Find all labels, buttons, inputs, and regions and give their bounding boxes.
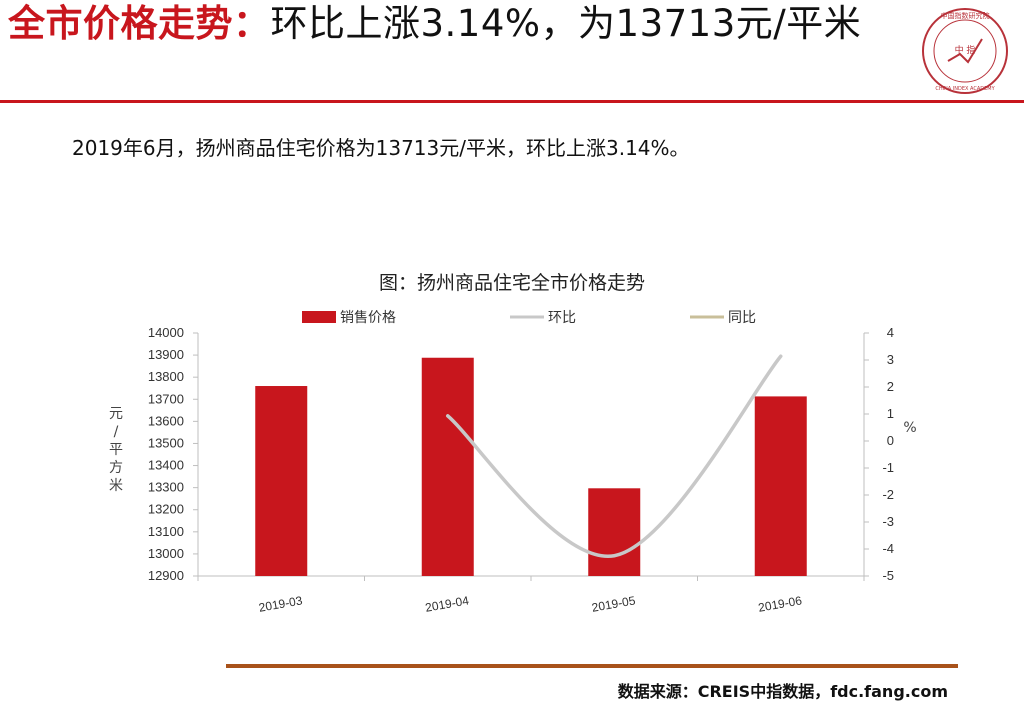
logo-bottom-text: CHINA INDEX ACADEMY	[935, 86, 995, 92]
left-tick-label: 13500	[148, 435, 184, 450]
page-title-highlight: 全市价格走势：	[8, 2, 271, 45]
left-tick-label: 13200	[148, 502, 184, 517]
bar-2019-06	[754, 396, 807, 576]
left-axis-label-char: 元	[109, 406, 123, 422]
right-tick-label: 2	[887, 379, 894, 394]
left-axis-label-char: 米	[109, 478, 123, 494]
legend-label-销售价格: 销售价格	[340, 310, 396, 326]
right-tick-label: -1	[882, 460, 894, 475]
left-axis-label-char: 平	[109, 442, 123, 458]
logo-top-text: 中国指数研究院	[941, 11, 990, 20]
line-series-环比	[446, 354, 783, 558]
right-axis-label: %	[903, 420, 916, 436]
page-title-main: 环比上涨3.14%，为13713元/平米	[270, 2, 862, 45]
bar-2019-03	[255, 386, 308, 576]
x-category-label: 2019-06	[757, 593, 803, 614]
x-category-label: 2019-03	[258, 593, 304, 614]
legend-label-同比: 同比	[728, 310, 756, 326]
summary-text: 2019年6月，扬州商品住宅价格为13713元/平米，环比上涨3.14%。	[72, 136, 690, 160]
left-tick-label: 13000	[148, 546, 184, 561]
right-tick-label: 4	[887, 325, 894, 340]
bar-2019-05	[588, 488, 641, 576]
left-tick-label: 14000	[148, 325, 184, 340]
left-tick-label: 13800	[148, 369, 184, 384]
logo-center-text: 中 指	[955, 44, 976, 56]
right-tick-label: -2	[882, 487, 894, 502]
left-tick-label: 13900	[148, 347, 184, 362]
page-title: 全市价格走势：环比上涨3.14%，为13713元/平米	[8, 2, 908, 46]
bar-2019-04	[421, 357, 474, 576]
left-axis-label-char: /	[114, 424, 119, 440]
x-category-label: 2019-05	[591, 593, 637, 614]
left-tick-label: 13400	[148, 458, 184, 473]
left-axis-label-char: 方	[109, 460, 123, 476]
left-tick-label: 13700	[148, 391, 184, 406]
right-tick-label: 1	[887, 406, 894, 421]
legend-label-环比: 环比	[548, 310, 576, 326]
chart-title: 图：扬州商品住宅全市价格走势	[378, 272, 645, 294]
left-tick-label: 13300	[148, 480, 184, 495]
price-trend-chart: 14000 13900 13800 13700 13600 13500 13400 13300…	[109, 310, 917, 615]
right-tick-label: -5	[882, 568, 894, 583]
left-tick-label: 12900	[148, 568, 184, 583]
right-tick-label: -3	[882, 514, 894, 529]
x-category-label: 2019-04	[424, 593, 470, 614]
right-tick-label: 3	[887, 352, 894, 367]
left-tick-label: 13100	[148, 524, 184, 539]
right-tick-label: -4	[882, 541, 894, 556]
legend-swatch-销售价格	[302, 311, 336, 323]
bottom-divider	[226, 664, 958, 668]
left-tick-label: 13600	[148, 413, 184, 428]
data-source: 数据来源：CREIS中指数据，fdc.fang.com	[617, 682, 948, 701]
title-divider	[0, 100, 1024, 103]
china-index-academy-logo: 中 指 中国指数研究院 CHINA INDEX ACADEMY	[922, 8, 1008, 94]
right-tick-label: 0	[887, 433, 894, 448]
